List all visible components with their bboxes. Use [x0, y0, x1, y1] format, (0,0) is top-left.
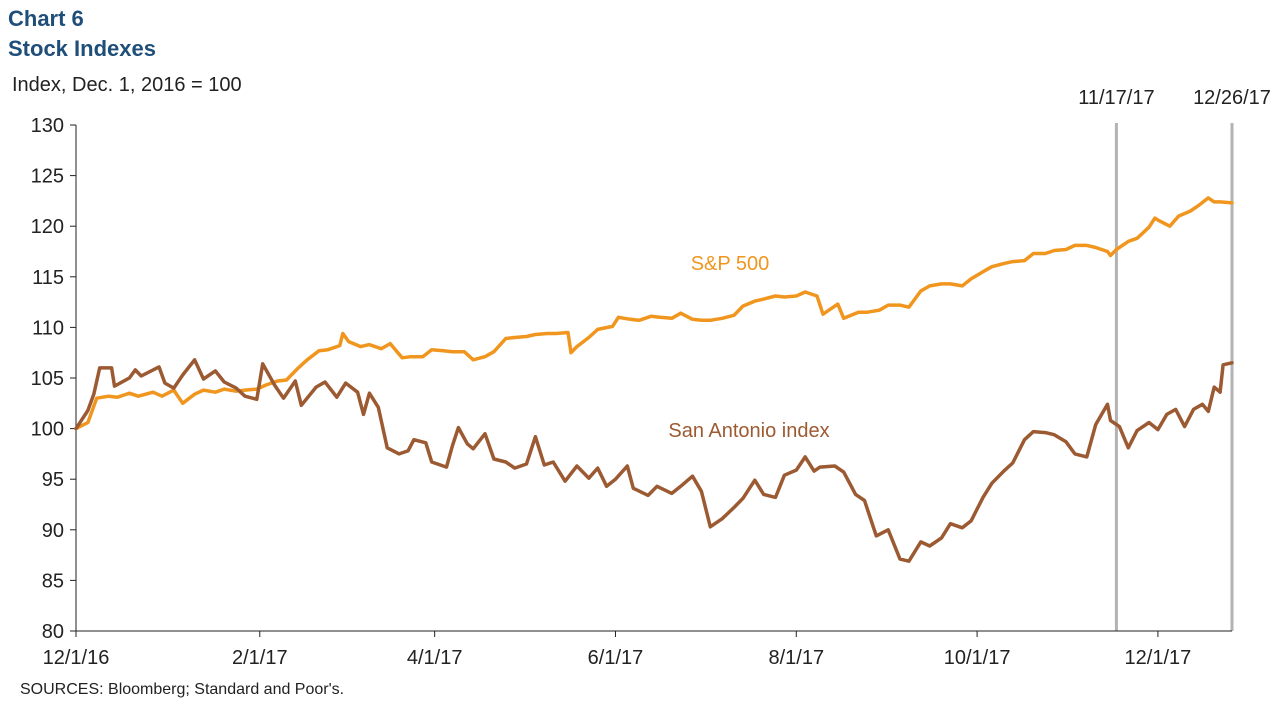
chart-number: Chart 6 — [8, 6, 84, 31]
y-tick-label: 95 — [42, 469, 64, 491]
series-lines — [74, 196, 1234, 563]
y-tick-label: 125 — [31, 166, 64, 188]
x-tick-label: 2/1/17 — [232, 647, 288, 669]
y-tick-label: 110 — [32, 317, 64, 339]
y-tick-label: 120 — [31, 216, 64, 238]
series-line-sp500 — [74, 196, 1234, 431]
y-tick-label: 85 — [42, 570, 64, 592]
y-tick-label: 130 — [31, 115, 64, 137]
series-label-san-antonio: San Antonio index — [668, 420, 829, 442]
x-tick-label: 8/1/17 — [768, 647, 824, 669]
y-tick-label: 115 — [32, 267, 64, 289]
y-tick-label: 90 — [42, 520, 64, 542]
reference-line-label-2: 12/26/17 — [1193, 87, 1271, 109]
chart-title: Stock Indexes — [8, 36, 156, 61]
y-tick-label: 105 — [31, 368, 64, 390]
y-tick-label: 100 — [31, 419, 64, 441]
source-note: SOURCES: Bloomberg; Standard and Poor's. — [20, 681, 345, 698]
axes: 80 85 90 95 100 105 110 115 120 125 130 12/1/16 2/1/… — [31, 115, 1232, 669]
x-tick-label: 4/1/17 — [407, 647, 463, 669]
reference-line-label-1: 11/17/17 — [1078, 87, 1154, 109]
y-tick-label: 80 — [42, 621, 64, 643]
series-line-san-antonio — [74, 358, 1234, 563]
x-tick-label: 12/1/17 — [1125, 647, 1192, 669]
x-tick-label: 6/1/17 — [588, 647, 644, 669]
x-tick-label: 12/1/16 — [43, 647, 110, 669]
x-tick-label: 10/1/17 — [944, 647, 1011, 669]
reference-lines: 11/17/17 12/26/17 — [1078, 87, 1271, 631]
y-axis-label: Index, Dec. 1, 2016 = 100 — [12, 74, 242, 96]
series-labels: S&P 500 San Antonio index — [668, 253, 829, 442]
series-label-sp500: S&P 500 — [691, 253, 770, 275]
